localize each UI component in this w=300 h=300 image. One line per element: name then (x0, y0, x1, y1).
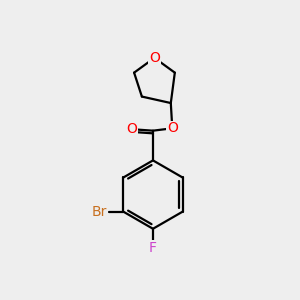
Text: Br: Br (92, 205, 107, 219)
Text: F: F (149, 241, 157, 255)
Text: O: O (149, 51, 160, 65)
Text: O: O (126, 122, 137, 136)
Text: O: O (167, 121, 178, 135)
